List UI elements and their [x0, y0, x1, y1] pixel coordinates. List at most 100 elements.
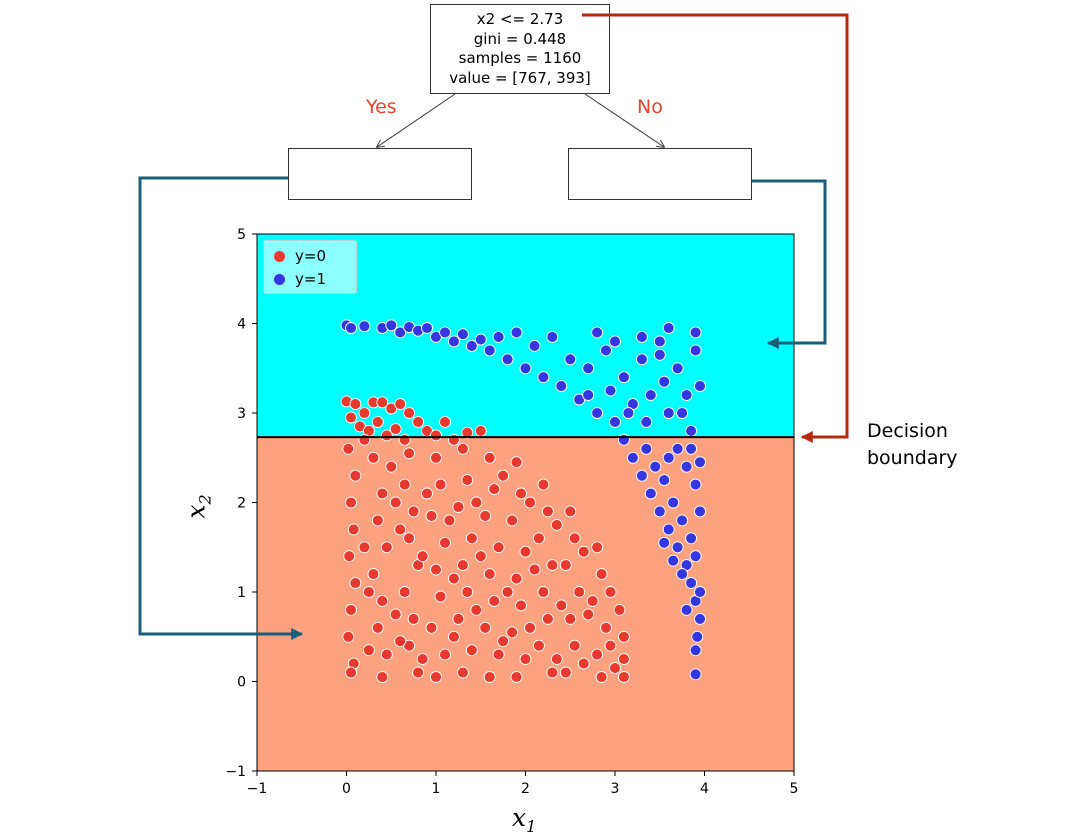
- y0-point: [537, 478, 550, 491]
- y0-point: [389, 496, 402, 509]
- x-tick-label: 2: [521, 781, 530, 797]
- y0-point: [568, 639, 581, 652]
- y1-point: [591, 407, 604, 419]
- y1-point: [385, 319, 398, 332]
- y0-point: [537, 586, 550, 598]
- x-tick-label: 3: [611, 781, 620, 797]
- y0-point: [617, 630, 630, 643]
- y1-point: [689, 550, 702, 563]
- y0-point: [465, 644, 478, 657]
- y0-point: [412, 666, 425, 679]
- y1-point: [537, 371, 550, 384]
- y0-point: [447, 433, 460, 446]
- y0-point: [483, 451, 496, 464]
- y0-point: [367, 568, 380, 581]
- y0-point: [532, 639, 545, 652]
- y0-point: [358, 407, 371, 419]
- y0-point: [456, 559, 469, 572]
- y1-point: [689, 326, 702, 339]
- y1-point: [689, 644, 702, 657]
- y0-point: [443, 514, 456, 527]
- y1-point: [644, 487, 657, 500]
- branch-label-yes: Yes: [366, 96, 397, 118]
- y1-point: [492, 330, 505, 343]
- y0-point: [506, 626, 519, 639]
- y1-point: [653, 348, 666, 361]
- y1-point: [685, 577, 698, 589]
- teal-connector-arrow-left: [138, 176, 304, 640]
- y1-point: [546, 330, 559, 343]
- y0-point: [412, 415, 425, 428]
- x-axis-label: x1: [512, 803, 537, 836]
- y0-point: [524, 621, 536, 634]
- y0-point: [550, 653, 563, 666]
- y0-point: [403, 407, 416, 419]
- y0-point: [470, 496, 483, 509]
- y1-point: [582, 362, 595, 375]
- legend-marker-y1: [274, 274, 285, 285]
- y0-point: [501, 586, 514, 598]
- y0-point: [447, 630, 460, 643]
- y0-point: [456, 666, 469, 679]
- y0-point: [510, 671, 523, 683]
- y0-point: [492, 541, 505, 554]
- root-split-condition: x2 <= 2.73: [476, 10, 564, 28]
- y1-point: [474, 333, 487, 346]
- y-tick-label: 5: [237, 227, 246, 243]
- y0-point: [389, 423, 402, 436]
- y0-point: [376, 671, 389, 683]
- legend-item-y1: y=1: [274, 269, 326, 289]
- y0-point: [613, 603, 626, 616]
- y1-point: [676, 568, 689, 581]
- y0-point: [430, 429, 442, 442]
- legend-item-y0: y=0: [274, 246, 326, 266]
- y1-point: [694, 586, 706, 598]
- y0-point: [510, 572, 523, 585]
- y1-point: [662, 407, 675, 419]
- y1-point: [667, 496, 680, 509]
- y1-point: [582, 389, 595, 402]
- y0-point: [376, 396, 389, 409]
- y0-point: [474, 424, 487, 437]
- y1-point: [640, 442, 653, 455]
- x-tick-label: 4: [700, 781, 709, 797]
- y-tick-label: −1: [225, 764, 246, 780]
- y1-point: [694, 456, 706, 469]
- legend-label-y1: y=1: [295, 270, 326, 288]
- y0-point: [510, 456, 523, 469]
- y0-point: [506, 514, 519, 527]
- y0-point: [546, 666, 559, 679]
- y0-point: [577, 545, 590, 558]
- y0-point: [515, 599, 527, 612]
- y1-point: [564, 353, 577, 366]
- annotation-line2: boundary: [867, 447, 958, 469]
- y0-point: [479, 509, 492, 522]
- y1-point: [662, 322, 675, 334]
- y0-point: [421, 487, 433, 500]
- y0-point: [371, 514, 384, 527]
- y0-point: [345, 666, 357, 679]
- x-axis-ticks: −1 0 1 2 3 4 5: [247, 771, 798, 797]
- y1-point: [501, 353, 514, 366]
- y0-point: [398, 586, 411, 598]
- tree-left-child-node: [288, 148, 472, 200]
- y0-point: [595, 671, 608, 683]
- y0-point: [474, 550, 487, 563]
- y0-point: [559, 559, 572, 572]
- y0-point: [604, 639, 617, 652]
- y1-point: [447, 335, 460, 348]
- y0-point: [461, 426, 474, 439]
- y0-point: [532, 532, 545, 545]
- y1-point: [626, 451, 639, 464]
- edge-yes-arrow: [377, 93, 456, 147]
- tree-right-child-node: [568, 148, 752, 200]
- y0-point: [586, 595, 599, 607]
- y1-point: [680, 389, 693, 402]
- y1-point: [662, 451, 675, 464]
- y0-point: [345, 411, 357, 424]
- y0-point: [568, 532, 581, 545]
- y0-point: [456, 442, 469, 455]
- y0-point: [573, 586, 586, 598]
- y-tick-label: 0: [237, 675, 246, 691]
- branch-label-no: No: [637, 96, 663, 118]
